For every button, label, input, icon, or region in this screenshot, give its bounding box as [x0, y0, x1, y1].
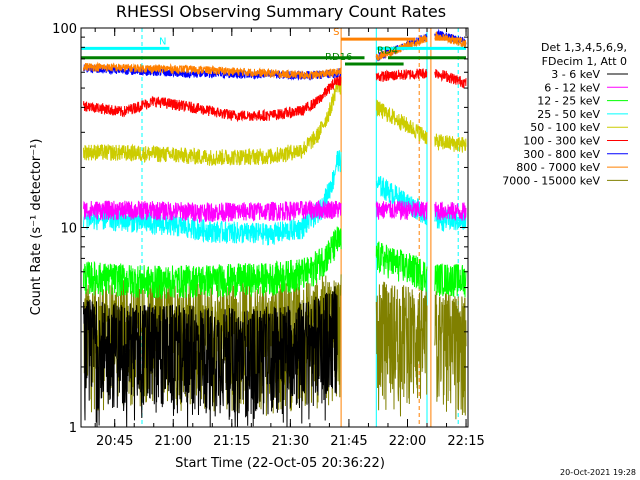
x-tick-label: 22:15: [447, 434, 484, 449]
state-bars: N S RD4 RD16: [81, 27, 466, 66]
y-axis-label: Count Rate (s⁻¹ detector⁻¹): [29, 139, 44, 316]
state-bar-label-5: RD4: [377, 46, 398, 57]
axes: 20:45 21:00 21:15 21:30 21:45 22:00 22:15 1 10 10…: [52, 22, 485, 449]
legend-label: 25 - 50 keV: [537, 108, 600, 121]
series-line: [83, 77, 467, 166]
series-line: [83, 150, 467, 246]
legend-label: 12 - 25 keV: [537, 95, 600, 108]
x-tick-label: 21:45: [330, 434, 367, 449]
state-bar-label-3: S: [333, 27, 339, 38]
y-tick-label: 10: [60, 222, 77, 237]
legend-label: 300 - 800 keV: [523, 148, 600, 161]
x-tick-label: 21:15: [213, 434, 250, 449]
series-line: [83, 226, 467, 299]
series-line: [83, 200, 467, 224]
series-group: [83, 28, 467, 427]
x-tick-label: 21:30: [272, 434, 309, 449]
legend-label: 800 - 7000 keV: [516, 161, 600, 174]
x-tick-label: 21:00: [155, 434, 192, 449]
x-tick-label: 22:00: [389, 434, 426, 449]
x-tick-label: 20:45: [96, 434, 133, 449]
legend-label: 3 - 6 keV: [551, 68, 600, 81]
legend-label: 6 - 12 keV: [544, 81, 600, 94]
legend: Det 1,3,4,5,6,9,FDecim 1, Att 03 - 6 keV…: [502, 41, 628, 187]
legend-header-line: Det 1,3,4,5,6,9,: [541, 41, 627, 54]
chart-title: RHESSI Observing Summary Count Rates: [116, 2, 446, 21]
state-bar-label-1: N: [159, 36, 166, 47]
series-line: [83, 286, 338, 427]
x-axis-label: Start Time (22-Oct-05 20:36:22): [175, 456, 385, 471]
legend-header-line: FDecim 1, Att 0: [542, 55, 627, 68]
y-tick-label: 1: [69, 421, 77, 436]
legend-label: 7000 - 15000 keV: [502, 174, 600, 187]
y-tick-label: 100: [52, 22, 77, 37]
timestamp: 20-Oct-2021 19:28: [560, 468, 636, 477]
series-line: [83, 68, 467, 123]
legend-label: 100 - 300 keV: [523, 135, 600, 148]
state-bar-label-7: RD16: [325, 52, 352, 63]
legend-label: 50 - 100 keV: [530, 121, 600, 134]
vertical-markers: [80, 28, 459, 427]
